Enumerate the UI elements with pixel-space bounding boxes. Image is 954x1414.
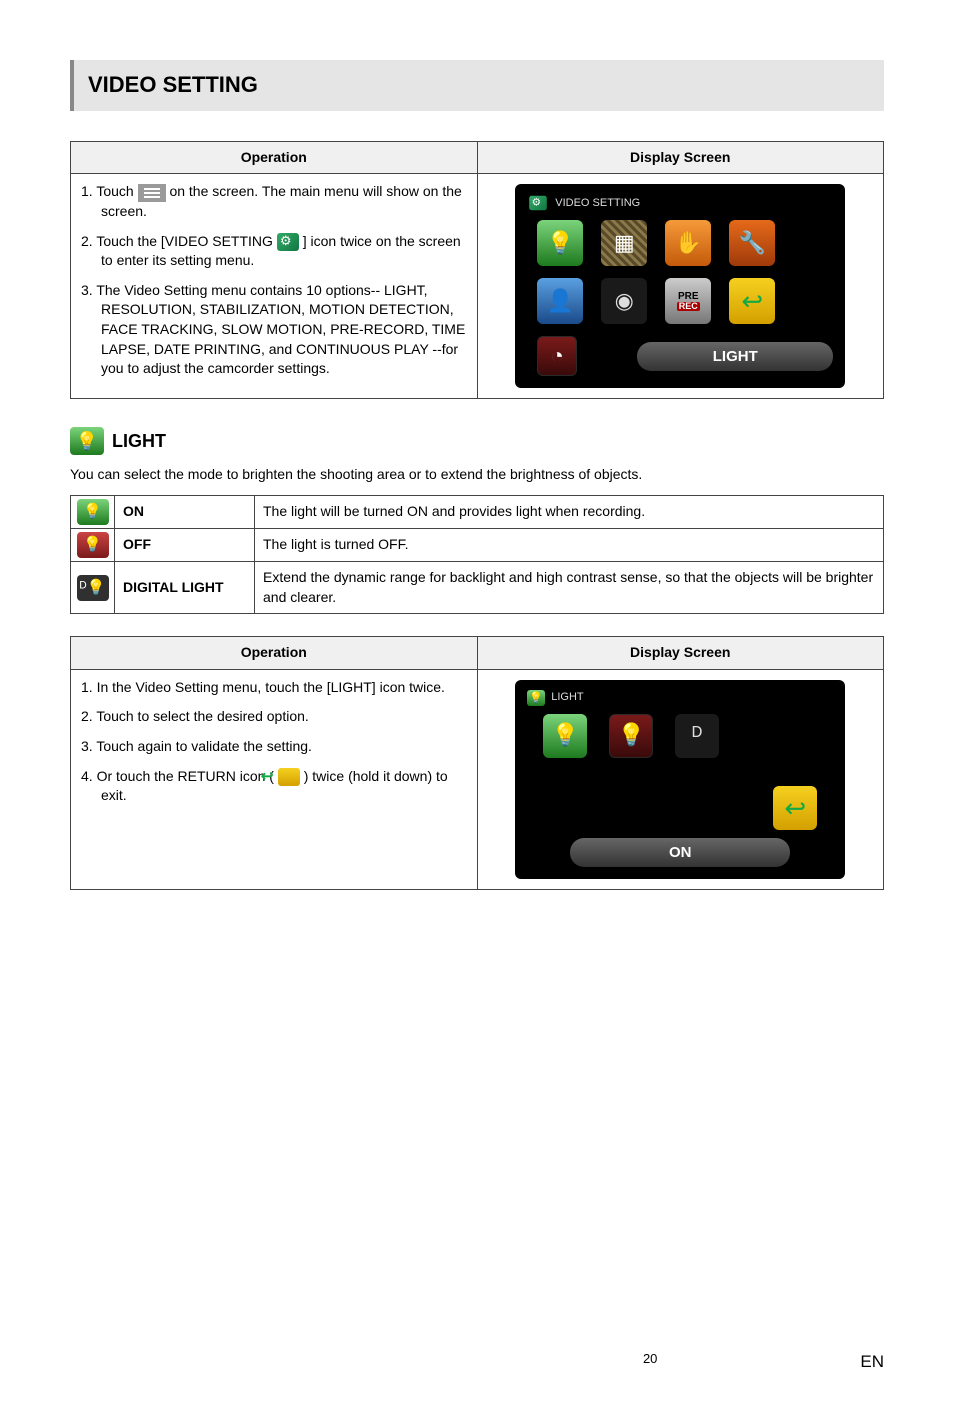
operation-cell: 1. Touch on the screen. The main menu wi… (71, 174, 478, 399)
icon-row-3: ◔ (537, 336, 577, 376)
step-3: 3. Touch again to validate the setting. (81, 737, 467, 757)
face-tracking-tile[interactable]: 👤 (537, 278, 583, 324)
step1-text-a: 1. Touch (81, 183, 138, 199)
option-name: DIGITAL LIGHT (115, 561, 255, 613)
selection-label: LIGHT (637, 342, 833, 371)
return-tile[interactable]: ↩ (773, 786, 817, 830)
screen-title-text: LIGHT (551, 690, 583, 705)
col-operation: Operation (71, 637, 478, 670)
video-setting-screen: VIDEO SETTING 💡 ▦ ✋ 🔧 👤 ◉ PREREC ↩ ◔ LIGHT (515, 184, 845, 388)
icon-row-1: 💡 ▦ ✋ 🔧 (527, 220, 833, 266)
option-icon-cell: 💡 (71, 528, 115, 561)
menu-icon (138, 184, 166, 202)
option-name: ON (115, 495, 255, 528)
display-cell: VIDEO SETTING 💡 ▦ ✋ 🔧 👤 ◉ PREREC ↩ ◔ LIGHT (477, 174, 884, 399)
page-number: 20 (643, 1350, 657, 1374)
light-screen: 💡 LIGHT 💡 💡 ᴰ ↩ ON (515, 680, 845, 879)
selection-label: ON (570, 838, 790, 867)
screen-title-row: VIDEO SETTING (527, 194, 833, 212)
option-on-icon: 💡 (77, 499, 109, 525)
option-icon-cell: 💡 (71, 495, 115, 528)
screen-title-text: VIDEO SETTING (555, 196, 640, 211)
page-lang: EN (860, 1350, 884, 1374)
light-heading-icon: 💡 (70, 427, 104, 455)
step4-text-a: 4. Or touch the RETURN icon ( (81, 768, 278, 784)
option-dl-icon: ᴰ💡 (77, 575, 109, 601)
light-title-icon: 💡 (527, 690, 545, 706)
video-setting-table: Operation Display Screen 1. Touch on the… (70, 141, 884, 400)
col-display: Display Screen (477, 637, 884, 670)
time-lapse-tile[interactable]: ◔ (537, 336, 577, 376)
option-name: OFF (115, 528, 255, 561)
return-row: ↩ (527, 786, 833, 830)
light-on-tile[interactable]: 💡 (543, 714, 587, 758)
display-cell: 💡 LIGHT 💡 💡 ᴰ ↩ ON (477, 669, 884, 889)
icon-row-2: 👤 ◉ PREREC ↩ (527, 278, 833, 324)
return-tile[interactable]: ↩ (729, 278, 775, 324)
pre-record-tile[interactable]: PREREC (665, 278, 711, 324)
digital-light-tile[interactable]: ᴰ (675, 714, 719, 758)
step-2: 2. Touch to select the desired option. (81, 707, 467, 727)
option-icon-cell: ᴰ💡 (71, 561, 115, 613)
step-2: 2. Touch the [VIDEO SETTING ] icon twice… (81, 232, 467, 271)
screen-title-row: 💡 LIGHT (527, 690, 833, 706)
page-footer: 20 EN (70, 1350, 884, 1374)
light-intro: You can select the mode to brighten the … (70, 465, 884, 485)
operation-cell: 1. In the Video Setting menu, touch the … (71, 669, 478, 889)
step-1: 1. In the Video Setting menu, touch the … (81, 678, 467, 698)
option-off-icon: 💡 (77, 532, 109, 558)
step2-text-a: 2. Touch the [VIDEO SETTING (81, 233, 277, 249)
step-4: 4. Or touch the RETURN icon ( ) twice (h… (81, 767, 467, 806)
light-icon-row: 💡 💡 ᴰ (527, 714, 833, 758)
stabilization-tile[interactable]: ✋ (665, 220, 711, 266)
light-off-tile[interactable]: 💡 (609, 714, 653, 758)
light-tile[interactable]: 💡 (537, 220, 583, 266)
slow-motion-tile[interactable]: ◉ (601, 278, 647, 324)
option-desc: The light will be turned ON and provides… (255, 495, 884, 528)
step-1: 1. Touch on the screen. The main menu wi… (81, 182, 467, 221)
video-setting-icon (529, 196, 547, 210)
light-heading: 💡 LIGHT (70, 427, 884, 455)
return-icon (278, 768, 300, 786)
motion-detection-tile[interactable]: 🔧 (729, 220, 775, 266)
col-operation: Operation (71, 141, 478, 174)
light-operation-table: Operation Display Screen 1. In the Video… (70, 636, 884, 890)
video-setting-icon (277, 233, 299, 251)
resolution-tile[interactable]: ▦ (601, 220, 647, 266)
option-desc: Extend the dynamic range for backlight a… (255, 561, 884, 613)
light-options-table: 💡ONThe light will be turned ON and provi… (70, 495, 884, 614)
step-3: 3. The Video Setting menu contains 10 op… (81, 281, 467, 379)
option-desc: The light is turned OFF. (255, 528, 884, 561)
section-header: VIDEO SETTING (70, 60, 884, 111)
light-heading-text: LIGHT (112, 429, 166, 454)
col-display: Display Screen (477, 141, 884, 174)
